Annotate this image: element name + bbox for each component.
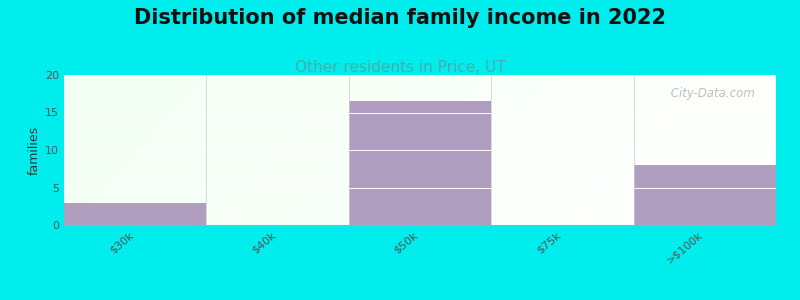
Bar bbox=[634, 165, 776, 225]
Text: Distribution of median family income in 2022: Distribution of median family income in … bbox=[134, 8, 666, 28]
Bar bbox=[64, 202, 206, 225]
Text: City-Data.com: City-Data.com bbox=[666, 87, 754, 100]
Text: Other residents in Price, UT: Other residents in Price, UT bbox=[294, 60, 506, 75]
Bar bbox=[349, 101, 491, 225]
Y-axis label: families: families bbox=[28, 125, 41, 175]
